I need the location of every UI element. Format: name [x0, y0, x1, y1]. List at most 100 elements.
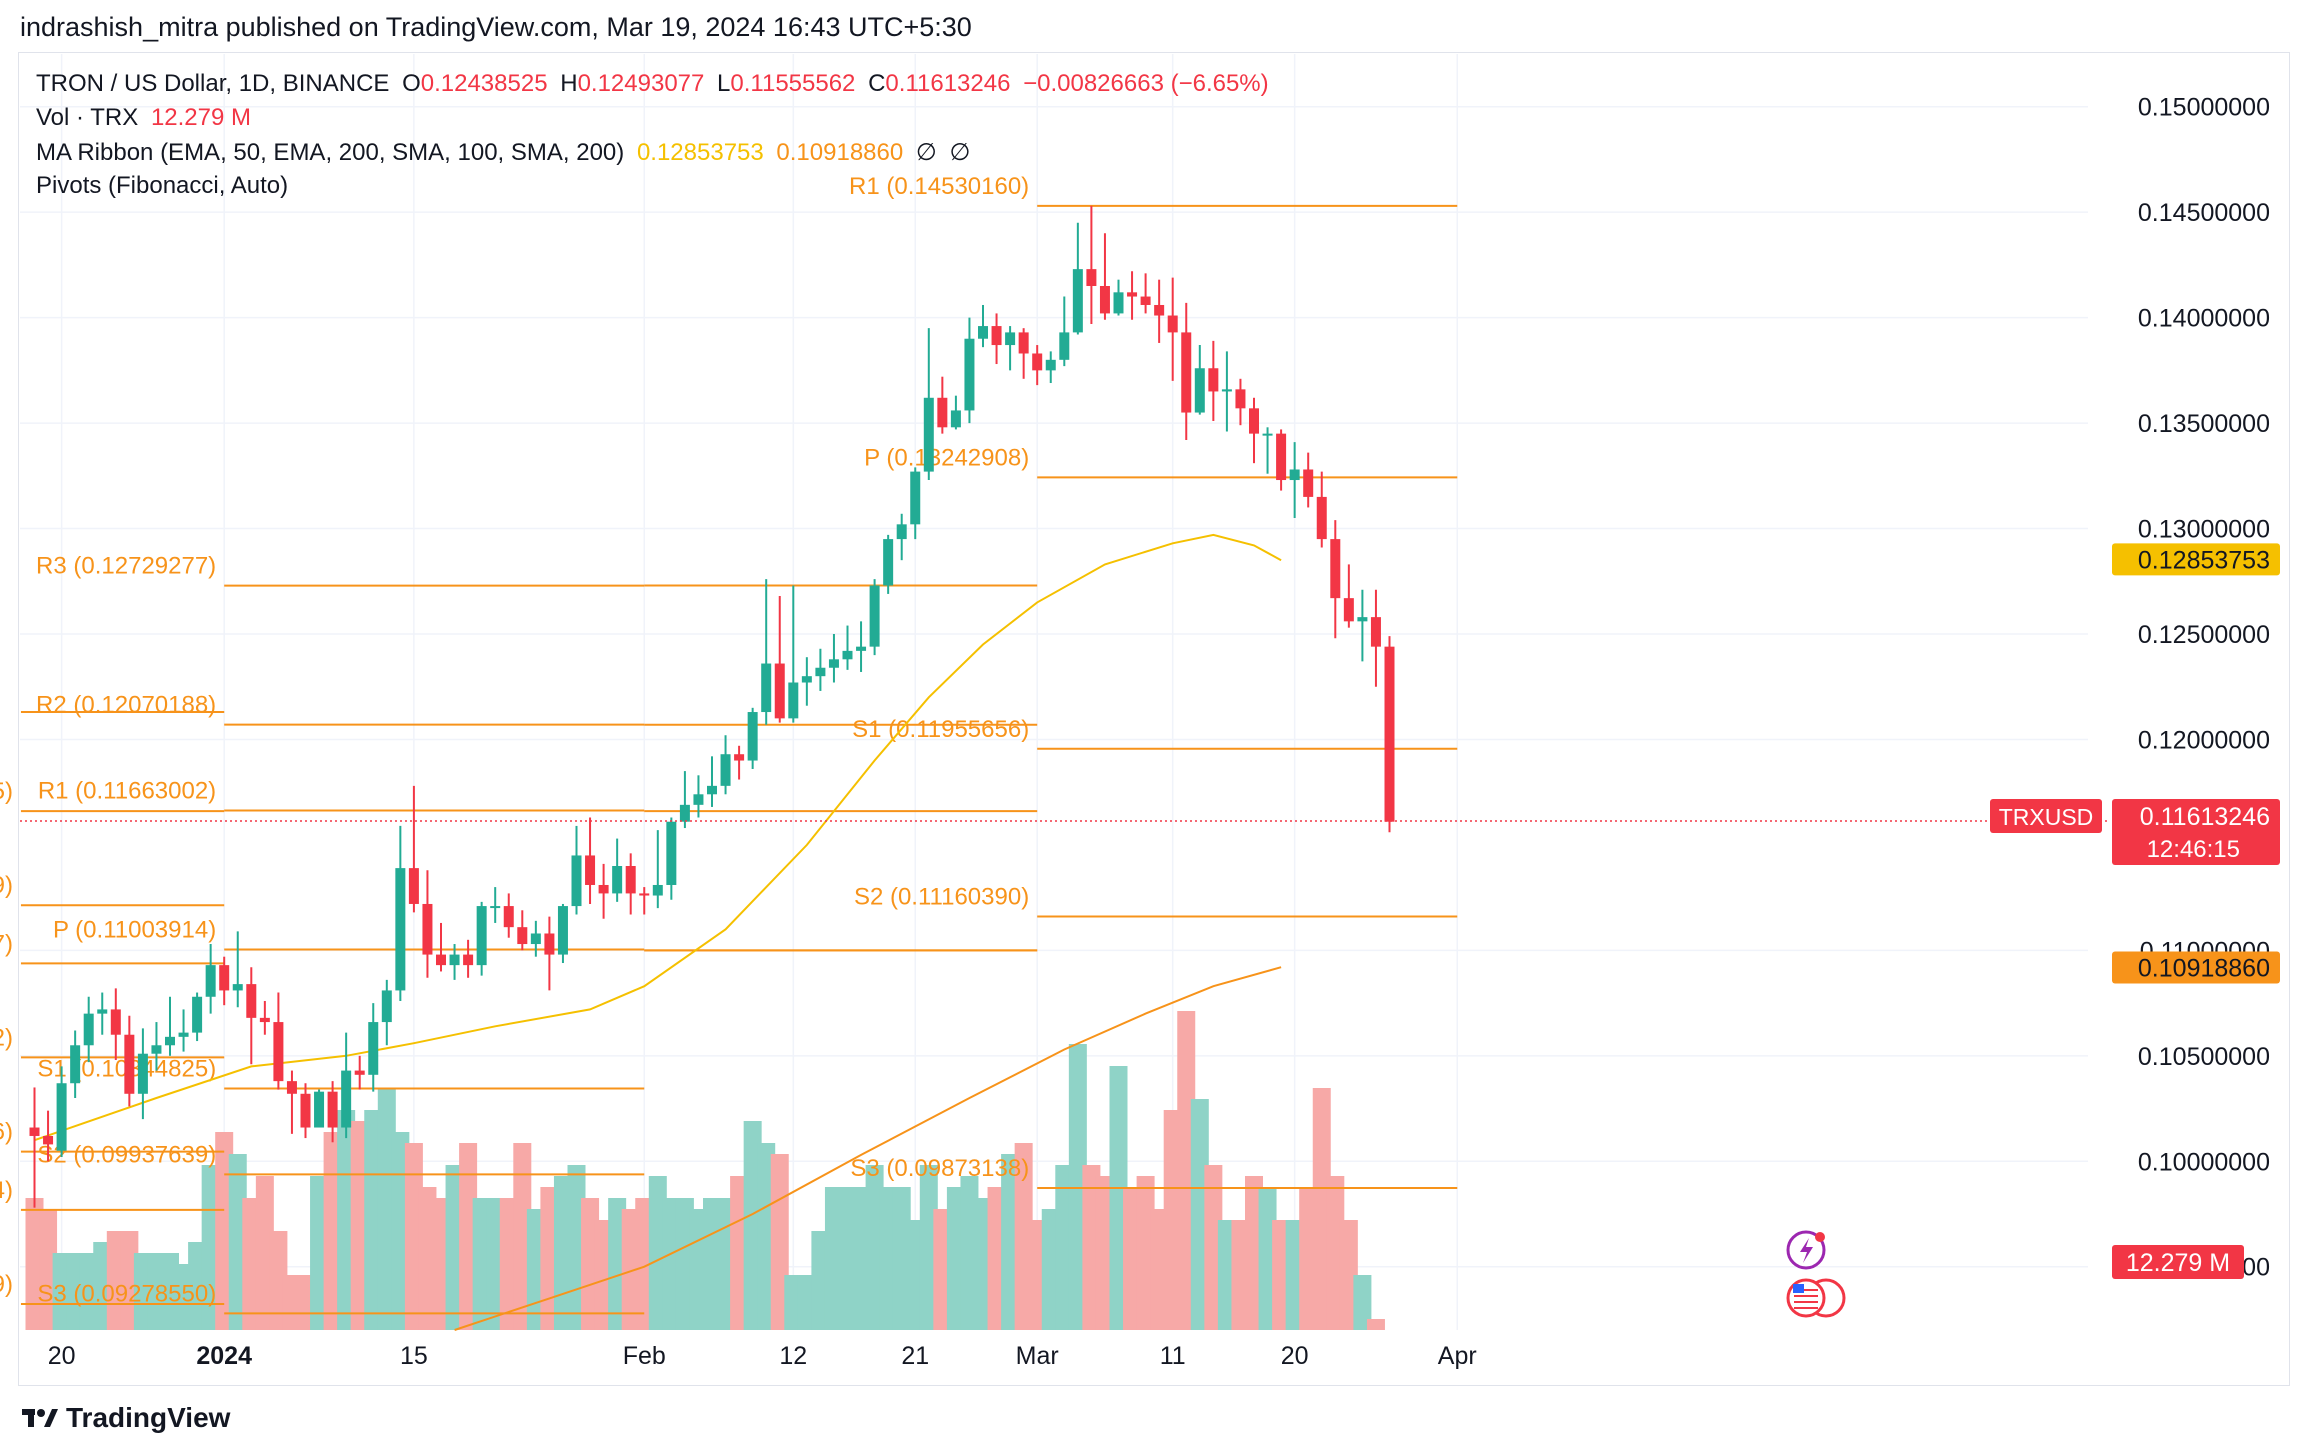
volume-bar	[147, 1253, 166, 1330]
candle-body	[1045, 359, 1056, 371]
volume-bars	[25, 1011, 1385, 1330]
volume-bar	[784, 1275, 803, 1330]
volume-bar	[1163, 1110, 1182, 1330]
candle-body	[747, 712, 758, 761]
candle-body	[205, 965, 216, 997]
volume-bar	[1014, 1143, 1033, 1330]
candle	[856, 621, 867, 672]
volume-bar	[1204, 1165, 1223, 1330]
time-tick-label: 12	[779, 1342, 807, 1370]
candle	[978, 304, 988, 348]
legend-ma-label[interactable]: MA Ribbon (EMA, 50, EMA, 200, SMA, 100, …	[36, 139, 625, 166]
candle-body	[883, 539, 894, 586]
candle-body	[1303, 469, 1314, 497]
candle-body	[1235, 389, 1246, 409]
price-tick-label: 0.14500000	[2138, 199, 2270, 227]
candle	[679, 771, 690, 829]
candle	[1127, 271, 1138, 320]
candle	[232, 931, 243, 1008]
volume-bar	[716, 1198, 735, 1330]
candle	[70, 1030, 81, 1098]
legend-volume: Vol · TRX 12.279 M	[36, 104, 257, 132]
candle	[327, 1081, 338, 1143]
volume-bar	[418, 1187, 437, 1330]
pivot-label: S3 (0.09323409)	[0, 1271, 13, 1298]
volume-bar	[188, 1242, 207, 1330]
candle-body	[1005, 332, 1016, 346]
volume-bar	[1082, 1165, 1101, 1330]
volume-bar	[404, 1143, 423, 1330]
candle-body	[828, 659, 839, 668]
candle-body	[923, 397, 934, 472]
pivot-label: S1 (0.10045506)	[0, 1119, 13, 1146]
candle	[490, 887, 501, 923]
candle	[205, 944, 216, 1014]
candle	[354, 1055, 365, 1090]
ma-price-badge	[2112, 543, 2280, 576]
volume-bar	[946, 1187, 965, 1330]
volume-bar	[608, 1198, 627, 1330]
candle-body	[97, 1009, 108, 1014]
candle	[991, 313, 1002, 365]
candle-body	[530, 933, 541, 945]
price-tick-label: 0.13000000	[2138, 516, 2270, 544]
candle-body	[110, 1009, 121, 1035]
candle	[43, 1110, 54, 1162]
volume-bar	[337, 1110, 356, 1330]
candle-body	[503, 906, 514, 928]
candle	[341, 1032, 352, 1139]
candle	[449, 944, 460, 980]
volume-bar	[1312, 1088, 1331, 1330]
candle-body	[856, 646, 867, 651]
candle-body	[381, 990, 392, 1023]
tradingview-logo[interactable]: TradingView	[22, 1402, 230, 1434]
pivot-label: R1 (0.10938197)	[0, 930, 13, 957]
volume-bar	[811, 1231, 830, 1330]
candle	[1289, 442, 1300, 518]
pivot-label: R1 (0.14530160)	[849, 173, 1029, 200]
legend-open-label: O	[402, 70, 421, 97]
volume-bar	[1041, 1209, 1060, 1330]
price-axis: 0.15000000 0.14500000 0.14000000 0.13500000…	[2138, 94, 2270, 1282]
time-tick-label: 20	[1281, 1342, 1309, 1370]
candle-body	[679, 804, 690, 822]
volume-bar	[52, 1253, 71, 1330]
pivot-label: S2 (0.09937639)	[37, 1141, 216, 1168]
symbol-badge	[1990, 799, 2102, 834]
candle-body	[286, 1081, 297, 1094]
volume-bar	[635, 1198, 654, 1330]
candle-body	[652, 884, 663, 896]
legend-pivots-label[interactable]: Pivots (Fibonacci, Auto)	[36, 172, 289, 199]
candle-body	[341, 1070, 352, 1128]
candle-body	[910, 471, 921, 525]
candle	[612, 838, 623, 902]
volume-bar	[269, 1231, 288, 1330]
legend-ma2-value: 0.10918860	[776, 139, 904, 166]
pivot-label: S3 (0.09278550)	[37, 1280, 216, 1307]
volume-bar	[648, 1176, 667, 1330]
time-tick-label: Feb	[623, 1342, 666, 1370]
candle-body	[408, 868, 419, 904]
legend-ohlc: TRON / US Dollar, 1D, BINANCE O0.1243852…	[36, 70, 1275, 98]
us-flag-canton	[1793, 1284, 1804, 1293]
candle	[151, 1022, 162, 1071]
legend-volume-label[interactable]: Vol · TRX	[36, 104, 139, 131]
legend-high-label: H	[560, 70, 578, 97]
ma-price-badge	[2112, 951, 2280, 984]
candle	[1072, 222, 1083, 335]
symbol-badge-label: TRXUSD	[1999, 804, 2094, 830]
candle-body	[1249, 408, 1259, 434]
candle	[97, 992, 108, 1035]
pivot-label: S1 (0.11955656)	[852, 716, 1029, 743]
volume-bar	[93, 1242, 112, 1330]
legend-low-value: 0.11555562	[730, 70, 856, 97]
candle	[788, 585, 799, 723]
legend-symbol[interactable]: TRON / US Dollar, 1D, BINANCE	[36, 70, 390, 97]
candle-body	[463, 954, 474, 966]
volume-bar	[743, 1121, 762, 1330]
candle	[436, 922, 446, 972]
candle-body	[219, 965, 230, 991]
legend-close-value: 0.11613246	[885, 70, 1011, 97]
pivot-label: R2 (0.11213949)	[0, 872, 13, 899]
